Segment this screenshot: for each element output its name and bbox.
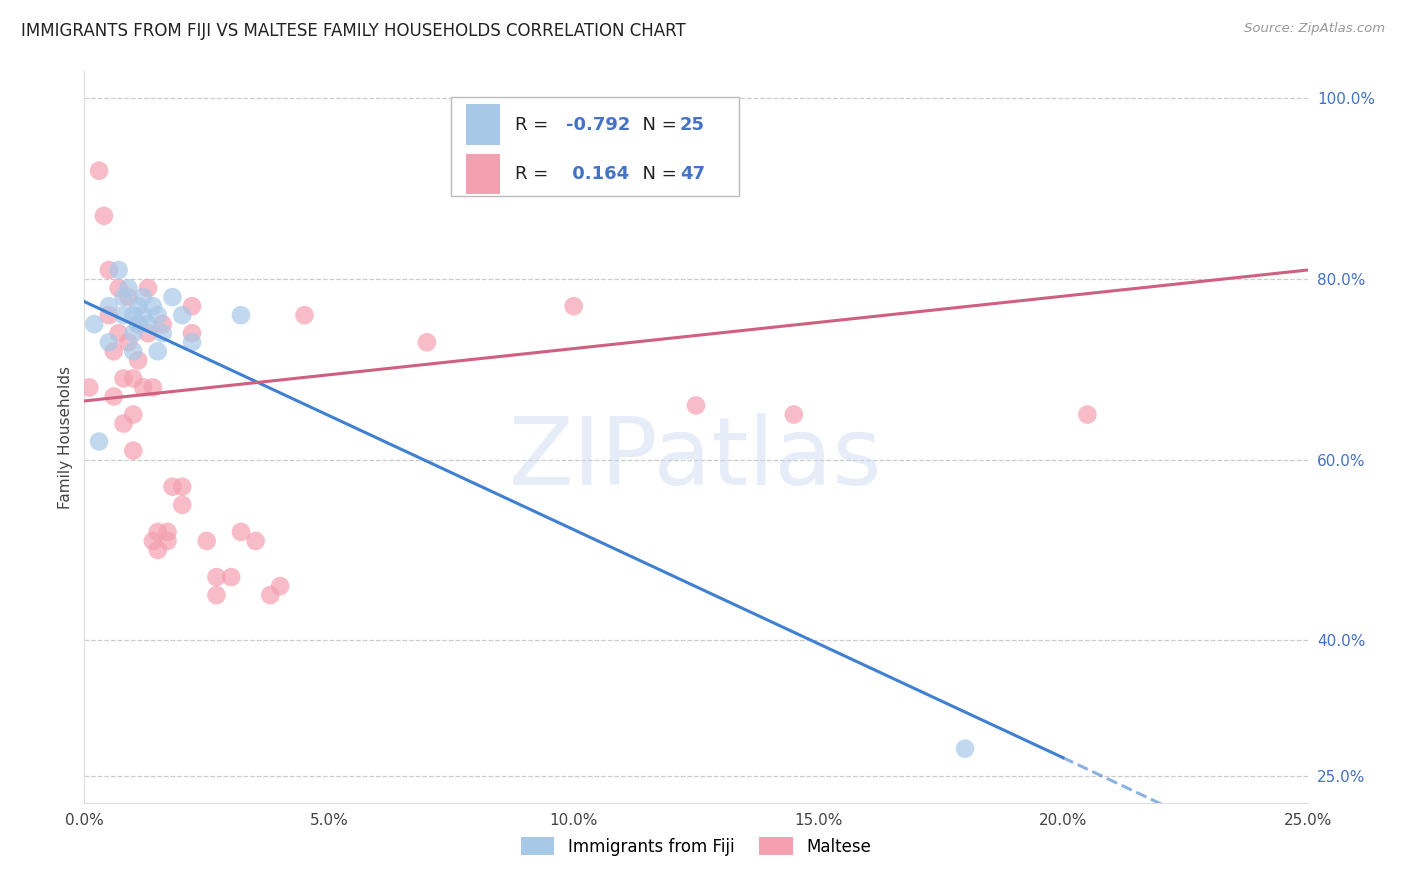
Point (205, 588, 228, 602)
Point (953, 741, 976, 756)
Point (195, 533, 218, 548)
Point (107, 326, 129, 341)
Point (132, 308, 155, 322)
Point (97, 299, 120, 313)
Point (97, 263, 120, 277)
Point (172, 480, 194, 494)
Point (117, 281, 139, 295)
Point (122, 371, 145, 385)
FancyBboxPatch shape (451, 97, 738, 195)
Point (229, 308, 252, 322)
Point (127, 353, 149, 368)
Point (146, 308, 169, 322)
Point (136, 326, 159, 341)
Point (122, 308, 145, 322)
Point (229, 524, 252, 539)
Point (136, 281, 159, 295)
Point (205, 570, 228, 584)
Point (685, 399, 707, 413)
Text: N =: N = (631, 165, 683, 183)
Point (142, 533, 165, 548)
Text: 0.164: 0.164 (567, 165, 630, 183)
Point (127, 317, 149, 331)
Point (172, 308, 194, 322)
Point (97, 335, 120, 350)
Point (181, 299, 204, 313)
Point (156, 533, 179, 548)
Text: IMMIGRANTS FROM FIJI VS MALTESE FAMILY HOUSEHOLDS CORRELATION CHART: IMMIGRANTS FROM FIJI VS MALTESE FAMILY H… (21, 22, 686, 40)
Text: Source: ZipAtlas.com: Source: ZipAtlas.com (1244, 22, 1385, 36)
Point (132, 290, 155, 304)
Point (269, 579, 291, 593)
Point (172, 498, 194, 512)
Point (142, 299, 165, 313)
Point (127, 317, 149, 331)
Point (103, 389, 125, 403)
Point (142, 380, 165, 394)
Point (146, 344, 169, 359)
Point (181, 326, 204, 341)
Point (146, 543, 169, 558)
Point (146, 524, 169, 539)
Y-axis label: Family Households: Family Households (58, 366, 73, 508)
Point (77, 380, 100, 394)
Legend: Immigrants from Fiji, Maltese: Immigrants from Fiji, Maltese (513, 830, 879, 864)
Point (87, 434, 110, 449)
Text: 47: 47 (681, 165, 704, 183)
Text: ZIPatlas: ZIPatlas (509, 413, 883, 505)
Point (245, 533, 267, 548)
FancyBboxPatch shape (465, 104, 501, 145)
Text: -0.792: -0.792 (567, 116, 631, 134)
Point (122, 344, 145, 359)
Point (122, 408, 145, 422)
Point (562, 299, 585, 313)
Point (112, 308, 135, 322)
Text: 25: 25 (681, 116, 704, 134)
Point (117, 290, 139, 304)
Point (122, 443, 145, 458)
Text: N =: N = (631, 116, 683, 134)
Point (136, 317, 159, 331)
FancyBboxPatch shape (465, 153, 501, 194)
Point (112, 290, 135, 304)
Point (152, 317, 174, 331)
Point (162, 480, 184, 494)
Text: R =: R = (515, 116, 554, 134)
Text: R =: R = (515, 165, 554, 183)
Point (127, 299, 149, 313)
Point (783, 408, 806, 422)
Point (112, 417, 135, 431)
Point (103, 344, 125, 359)
Point (259, 588, 281, 602)
Point (132, 380, 155, 394)
Point (122, 326, 145, 341)
Point (1076, 408, 1098, 422)
Point (107, 281, 129, 295)
Point (416, 335, 439, 350)
Point (87, 163, 110, 178)
Point (219, 570, 242, 584)
Point (152, 326, 174, 341)
Point (97, 308, 120, 322)
Point (107, 263, 129, 277)
Point (93, 209, 115, 223)
Point (112, 371, 135, 385)
Point (117, 335, 139, 350)
Point (156, 524, 179, 539)
Point (83, 317, 105, 331)
Point (294, 308, 316, 322)
Point (181, 335, 204, 350)
Point (162, 290, 184, 304)
